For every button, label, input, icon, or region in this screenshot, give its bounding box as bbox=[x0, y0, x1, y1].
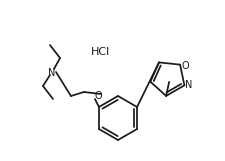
Text: HCl: HCl bbox=[90, 47, 110, 57]
Text: N: N bbox=[48, 68, 56, 78]
Text: O: O bbox=[181, 61, 189, 71]
Text: N: N bbox=[185, 80, 192, 90]
Text: O: O bbox=[94, 91, 102, 101]
